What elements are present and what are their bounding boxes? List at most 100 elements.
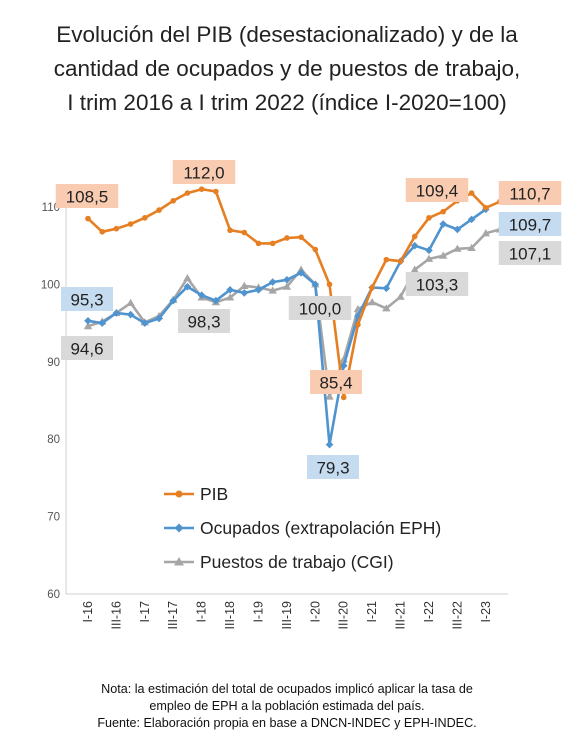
y-tick-label: 80 [47, 434, 60, 446]
y-tick-label: 60 [47, 589, 60, 601]
y-tick-label: 70 [47, 512, 60, 524]
data-point [297, 268, 305, 277]
data-point [197, 291, 206, 300]
data-point [367, 298, 377, 306]
data-label-box [61, 336, 113, 360]
data-label-box [288, 296, 352, 320]
data-label-box [405, 272, 469, 296]
data-point [411, 233, 418, 240]
data-point [410, 265, 419, 273]
data-point [326, 281, 333, 288]
data-label-box [178, 309, 230, 333]
data-point [84, 316, 92, 325]
data-label-box [498, 241, 562, 265]
data-point [439, 220, 447, 228]
data-point [425, 246, 433, 255]
y-tick-label: 90 [47, 357, 60, 369]
chart-title-line-1: Evolución del PIB (desestacionalizado) y… [56, 22, 518, 47]
data-label: 98,3 [187, 313, 220, 332]
x-tick-label: I-21 [365, 601, 379, 623]
data-point [255, 240, 262, 247]
data-label-box [498, 181, 562, 205]
data-point [382, 304, 391, 312]
x-tick-label: III-21 [394, 601, 408, 630]
data-point [438, 251, 448, 259]
data-point [156, 207, 162, 213]
legend-marker [175, 490, 183, 498]
data-point [83, 321, 93, 330]
data-point [282, 282, 292, 290]
data-label: 109,7 [509, 216, 552, 235]
data-point [426, 215, 432, 221]
data-point [225, 293, 235, 301]
data-label-box [498, 212, 562, 236]
x-tick-label: III-18 [223, 601, 237, 630]
data-point [226, 286, 234, 294]
data-point [240, 289, 249, 297]
data-point [268, 286, 277, 294]
data-point [98, 319, 107, 327]
data-point [467, 243, 476, 252]
data-point [325, 440, 334, 449]
chart-note: Nota: la estimación del total de ocupado… [10, 681, 564, 732]
data-point [410, 241, 419, 250]
x-tick-label: I-20 [308, 601, 322, 623]
data-point [355, 321, 361, 328]
data-label-box [61, 287, 113, 311]
series-line [87, 208, 487, 446]
data-point [481, 229, 490, 237]
legend-label: Puestos de trabajo (CGI) [200, 552, 394, 572]
data-point [424, 254, 434, 262]
x-tick-label: I-16 [81, 601, 95, 623]
data-point [339, 361, 348, 370]
data-point [155, 314, 163, 323]
data-point [467, 215, 476, 224]
data-point [382, 284, 391, 293]
legend-label: Ocupados (extrapolación EPH) [200, 518, 441, 538]
data-label: 107,1 [509, 245, 552, 264]
data-point [240, 281, 249, 289]
data-point [85, 215, 91, 222]
chart-title-line-2: cantidad de ocupados y de puestos de tra… [53, 56, 521, 81]
x-tick-label: I-19 [251, 601, 265, 623]
data-point [383, 256, 390, 263]
data-point [397, 258, 404, 264]
data-point [312, 246, 319, 253]
x-tick-label: III-19 [280, 601, 294, 630]
data-point [183, 274, 192, 282]
data-point [170, 198, 177, 204]
x-tick-label: III-22 [450, 601, 464, 630]
data-point [311, 280, 320, 289]
data-point [169, 296, 178, 305]
legend-marker [174, 557, 184, 566]
data-label-box [172, 160, 236, 184]
data-point [99, 228, 106, 235]
data-label-box [55, 184, 119, 208]
data-label: 110,7 [509, 185, 550, 204]
data-point [212, 296, 220, 305]
data-label: 85,4 [319, 374, 352, 393]
legend-label: PIB [200, 484, 228, 504]
data-point [284, 235, 290, 241]
x-tick-label: I-23 [479, 601, 493, 623]
data-point [112, 309, 121, 317]
note-line-1: Nota: la estimación del total de ocupado… [101, 682, 473, 696]
chart-title-line-3: I trim 2016 a I trim 2022 (índice I-2020… [67, 90, 507, 115]
data-label: 109,4 [416, 182, 459, 201]
note-line-3: Fuente: Elaboración propia en base a DNC… [97, 716, 477, 730]
data-point [268, 278, 277, 286]
note-line-2: empleo de EPH a la población estimada de… [149, 699, 425, 713]
chart-title: Evolución del PIB (desestacionalizado) y… [10, 18, 564, 120]
data-point [142, 215, 148, 221]
y-tick-label: 110 [42, 202, 60, 214]
data-point [213, 188, 219, 195]
data-label: 95,3 [70, 291, 103, 310]
data-point [340, 394, 347, 401]
data-label: 112,0 [183, 164, 224, 183]
x-tick-label: III-20 [337, 601, 351, 630]
data-point [126, 298, 135, 306]
data-point [482, 204, 489, 211]
data-label-box [307, 455, 359, 479]
data-point [227, 227, 233, 234]
